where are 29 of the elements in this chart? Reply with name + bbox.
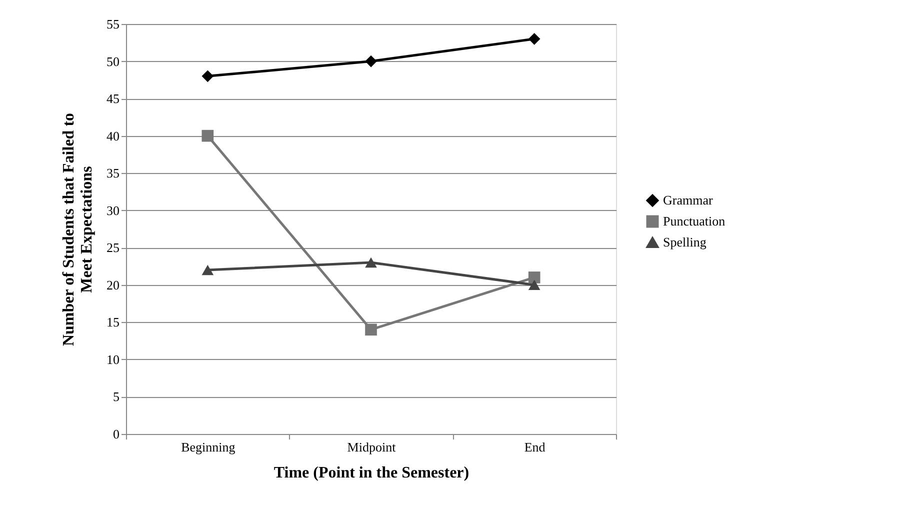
point <box>202 264 214 276</box>
point <box>365 257 377 268</box>
y-tick-label: 35 <box>106 166 120 181</box>
point <box>528 32 540 45</box>
point <box>202 70 214 82</box>
point <box>202 130 214 142</box>
y-tick-label: 55 <box>106 16 120 32</box>
y-tick-label: 10 <box>106 352 120 367</box>
x-tick-label: Beginning <box>181 440 236 454</box>
y-tick-label: 50 <box>106 54 120 69</box>
x-tick-label: Midpoint <box>347 440 396 454</box>
point <box>528 272 540 284</box>
y-axis-title: Number of Students that Failed to Meet Expectations <box>60 112 96 346</box>
y-tick-label: 25 <box>106 240 120 256</box>
y-tick-label: 15 <box>106 314 120 330</box>
legend-label: Grammar <box>663 192 714 208</box>
y-tick-label: 45 <box>106 91 120 106</box>
legend-label: Spelling <box>663 234 707 250</box>
y-tick-label: 30 <box>106 202 120 218</box>
point <box>365 324 377 336</box>
point <box>528 280 540 290</box>
x-axis-title: Time (Point in the Semester) <box>274 464 470 482</box>
y-tick-label: 5 <box>113 389 120 404</box>
point <box>365 55 377 68</box>
y-tick-label: 0 <box>113 426 120 442</box>
y-tick-label: 20 <box>106 277 120 292</box>
x-tick-label: End <box>524 440 546 454</box>
y-tick-label: 40 <box>106 128 120 144</box>
legend-label: Punctuation <box>663 214 726 228</box>
